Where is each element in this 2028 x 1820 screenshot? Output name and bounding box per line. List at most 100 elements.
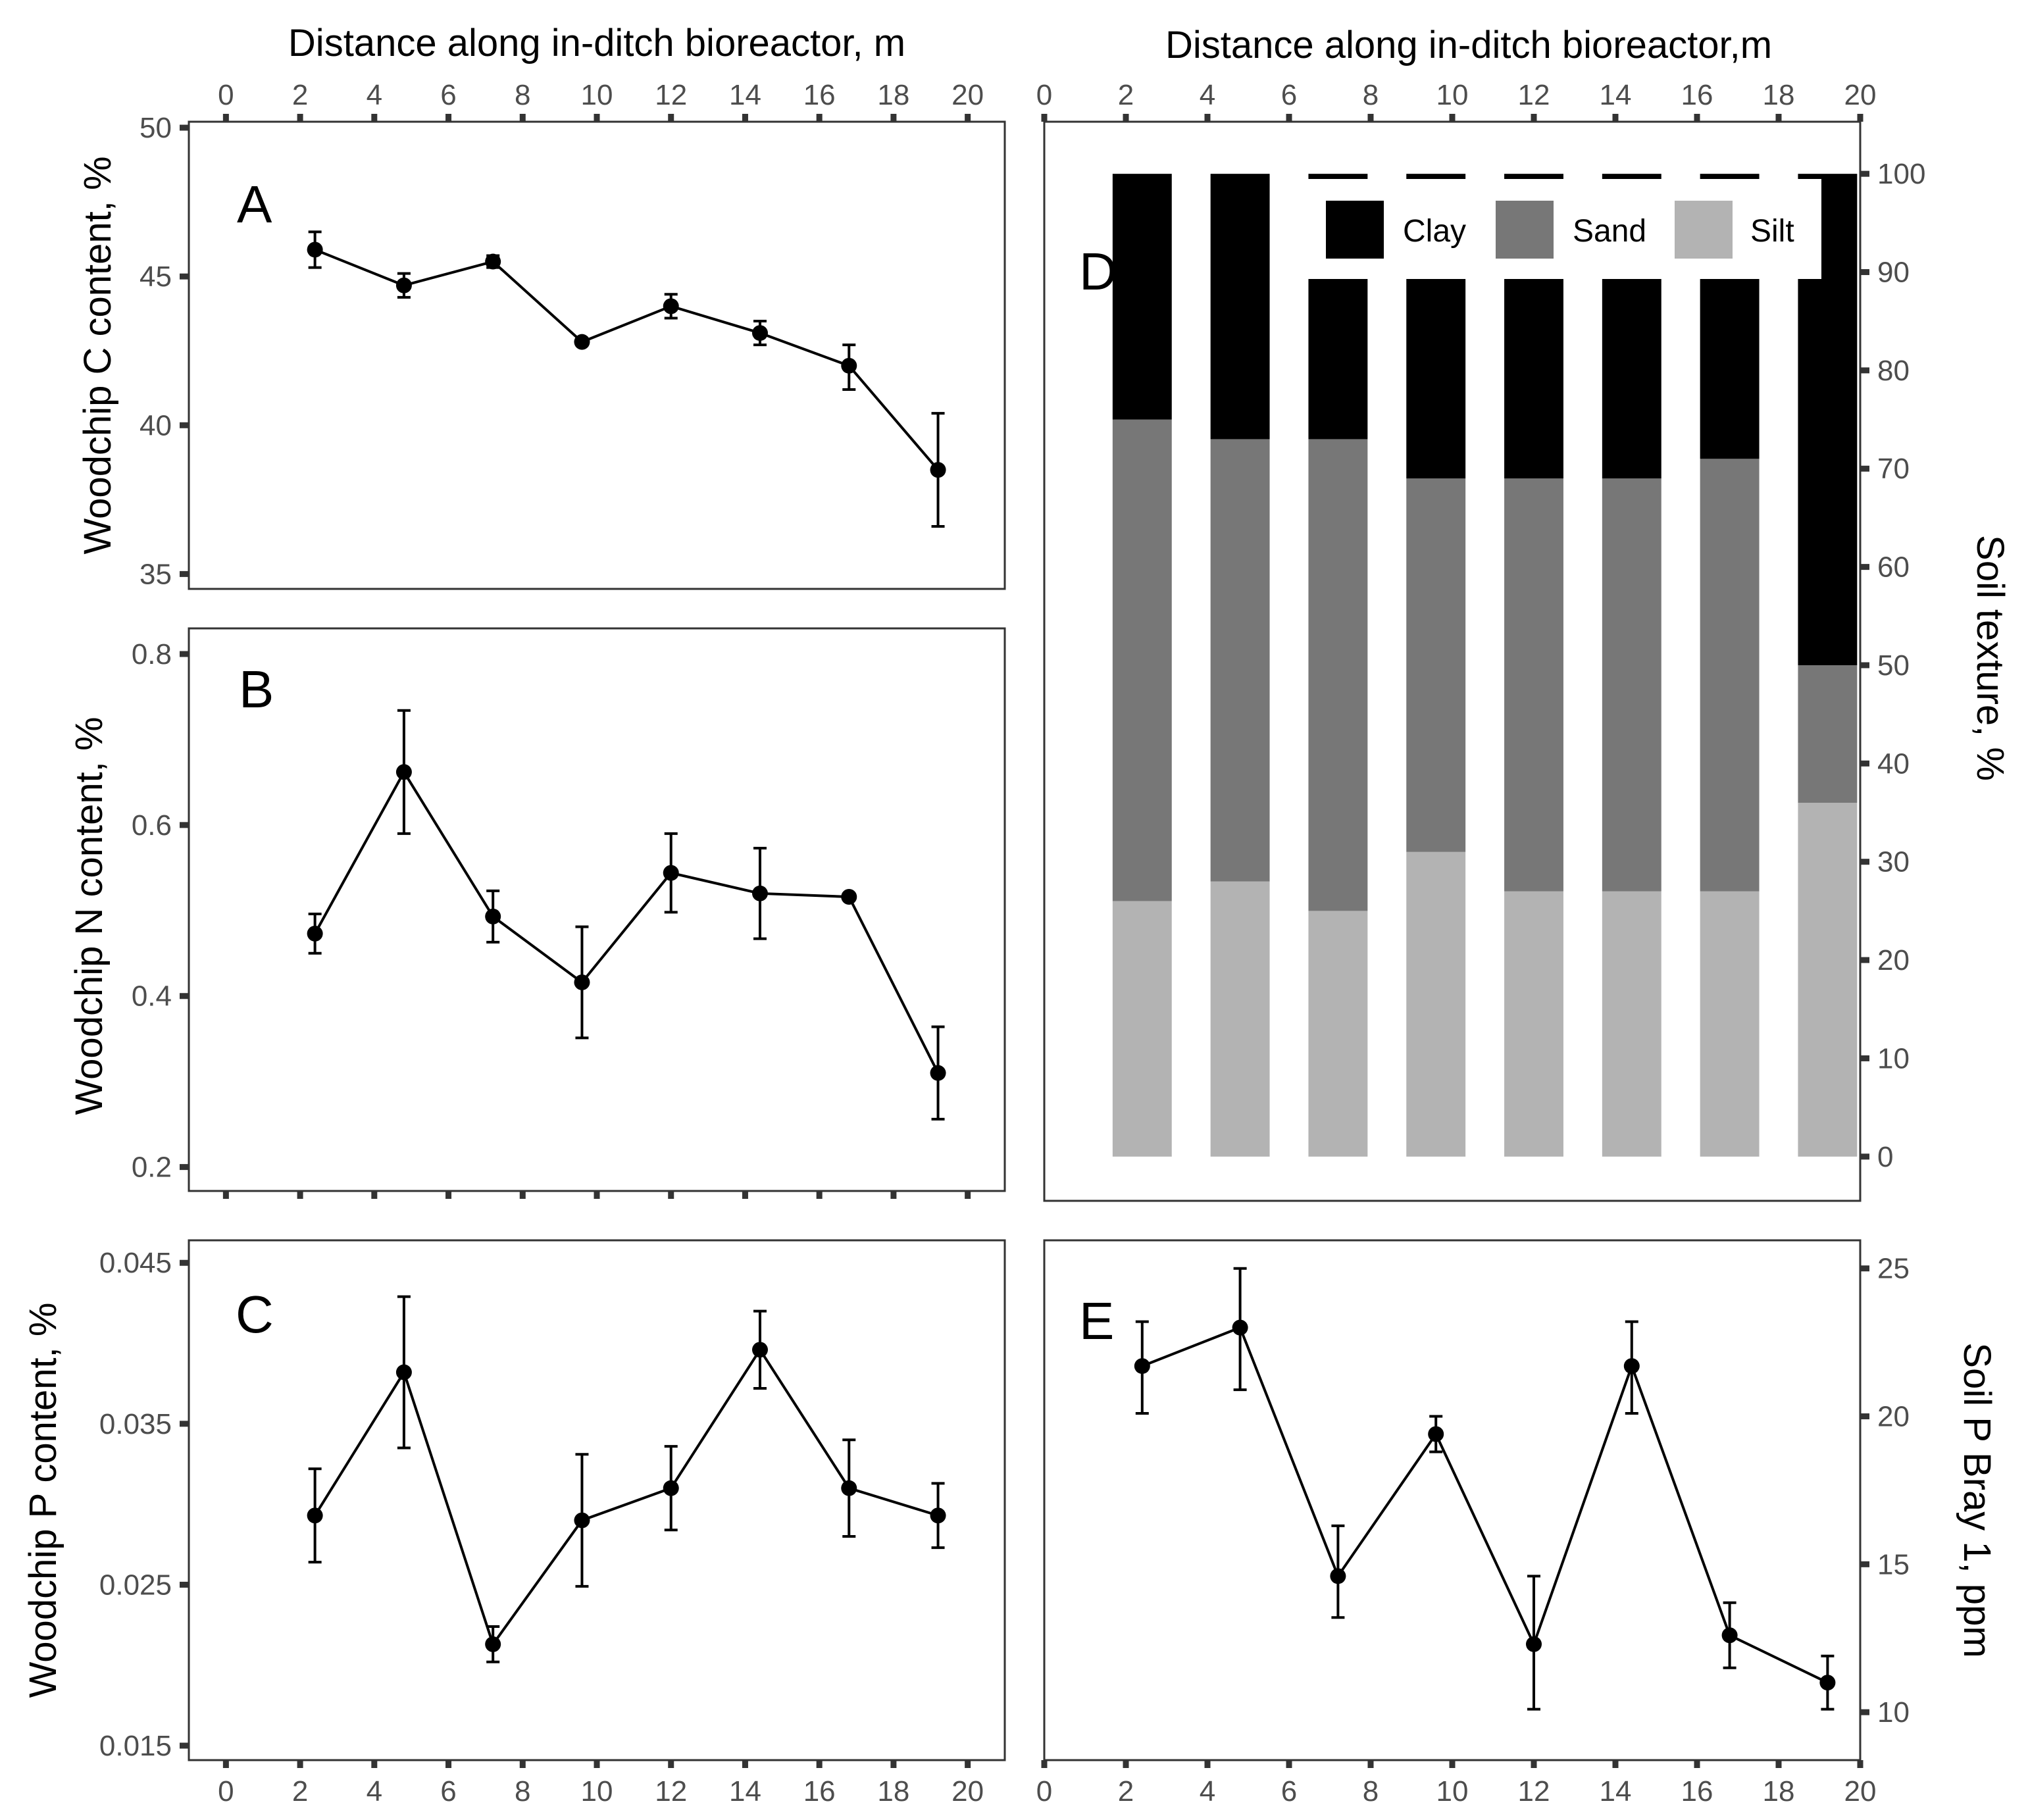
panel-d-bars [1112,174,1858,1157]
panel-b-y-ticks: 0.2 0.4 0.6 0.8 [132,638,189,1184]
panel-b-data-point [752,885,768,901]
panel-d-x-tick-label: 8 [1363,79,1379,111]
panel-c-x-tick-label: 2 [292,1775,308,1807]
legend-label-silt: Silt [1750,214,1794,249]
panel-b-data-point [395,764,412,780]
panel-e-x-tick-label: 18 [1763,1775,1795,1807]
panel-b-data-point [307,925,323,942]
panel-b-x-tick-marks [222,1191,971,1199]
panel-b-data-point [930,1065,946,1081]
panel-d-x-tick-label: 18 [1763,79,1795,111]
legend-swatch-sand [1496,201,1554,259]
panel-e-data-point [1428,1426,1444,1442]
panel-a-y-tick-label: 45 [139,261,172,293]
panel-d-y-tick-label: 90 [1877,257,1910,289]
panel-e-x-tick-label: 2 [1118,1775,1134,1807]
panel-b-data-point [841,889,857,905]
panel-d-x-tick-label: 2 [1118,79,1134,111]
panel-b-y-axis-title: Woodchip N content, % [68,717,111,1115]
panel-d-bar-sand [1798,665,1858,803]
panel-d-bar-sand [1308,439,1368,911]
panel-d-y-axis-title: Soil texture, % [1969,535,2012,781]
panel-a-top-x-ticks: 0 2 4 6 8 10 12 14 16 18 20 [218,79,984,122]
panel-e-x-tick-label: 16 [1681,1775,1713,1807]
panel-d-y-tick-label: 100 [1877,158,1925,190]
panel-e-soil-p: 10 15 20 25 0 2 4 6 8 10 12 14 16 18 20 E Soil P Bray… [1036,1239,1998,1807]
panel-e-x-tick-label: 14 [1600,1775,1632,1807]
panel-d-y-tick-label: 80 [1877,355,1910,387]
panel-d-y-ticks: 0 10 20 30 40 50 60 70 80 90 100 [1860,158,1925,1173]
panel-d-y-tick-label: 50 [1877,649,1910,682]
panel-c-y-tick-label: 0.015 [99,1730,172,1762]
panel-c-marks [307,1295,946,1663]
panel-d-y-tick-label: 0 [1877,1141,1893,1173]
panel-d-y-tick-label: 30 [1877,846,1910,878]
panel-d-bar-silt [1798,803,1858,1157]
panel-b-series-line [313,769,940,1074]
panel-d-bar-silt [1210,881,1270,1157]
legend-label-sand: Sand [1573,214,1646,249]
panel-c-x-tick-label: 10 [581,1775,613,1807]
panel-e-data-point [1232,1319,1248,1336]
panel-a-data-point [395,277,412,293]
panel-d-bar-sand [1406,478,1466,852]
panel-c-y-tick-label: 0.025 [99,1569,172,1601]
panel-b-y-tick-label: 0.4 [132,980,172,1013]
panel-b-y-tick-label: 0.6 [132,809,172,842]
panel-c-letter: C [236,1285,274,1344]
panel-e-data-point [1819,1675,1836,1691]
panel-a-x-tick-label: 6 [440,79,456,111]
panel-e-y-tick-label: 10 [1877,1696,1910,1729]
panel-d-bar-sand [1602,478,1661,892]
panel-c-series-line [313,1347,939,1648]
panel-e-y-tick-label: 15 [1877,1548,1910,1580]
panel-a-x-tick-label: 10 [581,79,613,111]
panel-d-bar-silt [1504,891,1563,1157]
panel-a-data-point [930,462,946,478]
panel-a-marks [307,230,946,528]
panel-b-y-tick-label: 0.8 [132,638,172,670]
panel-d-bar-silt [1602,891,1661,1157]
panel-a-x-tick-label: 16 [803,79,836,111]
panel-d-y-tick-label: 70 [1877,453,1910,485]
panel-e-x-tick-label: 12 [1518,1775,1550,1807]
panel-b-letter: B [239,660,274,719]
panel-d-x-axis-title: Distance along in-ditch bioreactor,m [1165,24,1772,66]
panel-c-x-tick-label: 14 [729,1775,761,1807]
panel-d-letter: D [1079,242,1117,301]
panel-e-x-tick-label: 10 [1436,1775,1469,1807]
panel-e-data-point [1526,1636,1542,1652]
panel-e-data-point [1134,1358,1150,1375]
panel-d-x-tick-label: 12 [1518,79,1550,111]
panel-d-x-tick-label: 0 [1036,79,1052,111]
panel-e-data-point [1623,1358,1640,1375]
panel-d-top-x-ticks: 0 2 4 6 8 10 12 14 16 18 20 [1036,79,1876,122]
panel-c-data-point [841,1480,857,1496]
panel-b-y-tick-label: 0.2 [132,1151,172,1184]
panel-a-data-point [841,357,857,374]
legend-swatch-clay [1326,201,1384,259]
panel-a-x-tick-label: 8 [515,79,530,111]
panel-c-data-point [663,1480,679,1496]
legend-swatch-silt [1675,201,1733,259]
panel-d-bar-silt [1308,911,1368,1157]
panel-e-marks [1134,1267,1836,1711]
panel-c-x-tick-label: 6 [440,1775,456,1807]
panel-b-frame [188,627,1006,1192]
panel-c-data-point [574,1512,590,1529]
panel-a-frame [188,120,1006,590]
panel-d-bar-silt [1406,851,1466,1157]
panel-a-x-tick-label: 18 [877,79,909,111]
panel-c-y-ticks: 0.015 0.025 0.035 0.045 [99,1247,189,1762]
panel-a-data-point [574,334,590,350]
panel-d-y-tick-label: 60 [1877,551,1910,584]
panel-a-y-tick-label: 40 [139,409,172,442]
panel-a-x-tick-label: 4 [367,79,382,111]
panel-e-bottom-x-ticks: 0 2 4 6 8 10 12 14 16 18 20 [1036,1760,1876,1807]
panel-e-data-point [1721,1627,1738,1644]
panel-c-y-tick-label: 0.035 [99,1408,172,1440]
panel-a-x-tick-label: 12 [655,79,687,111]
panel-d-bar-sand [1504,478,1563,892]
panel-e-letter: E [1079,1292,1114,1350]
panel-d-bar-silt [1700,891,1760,1157]
